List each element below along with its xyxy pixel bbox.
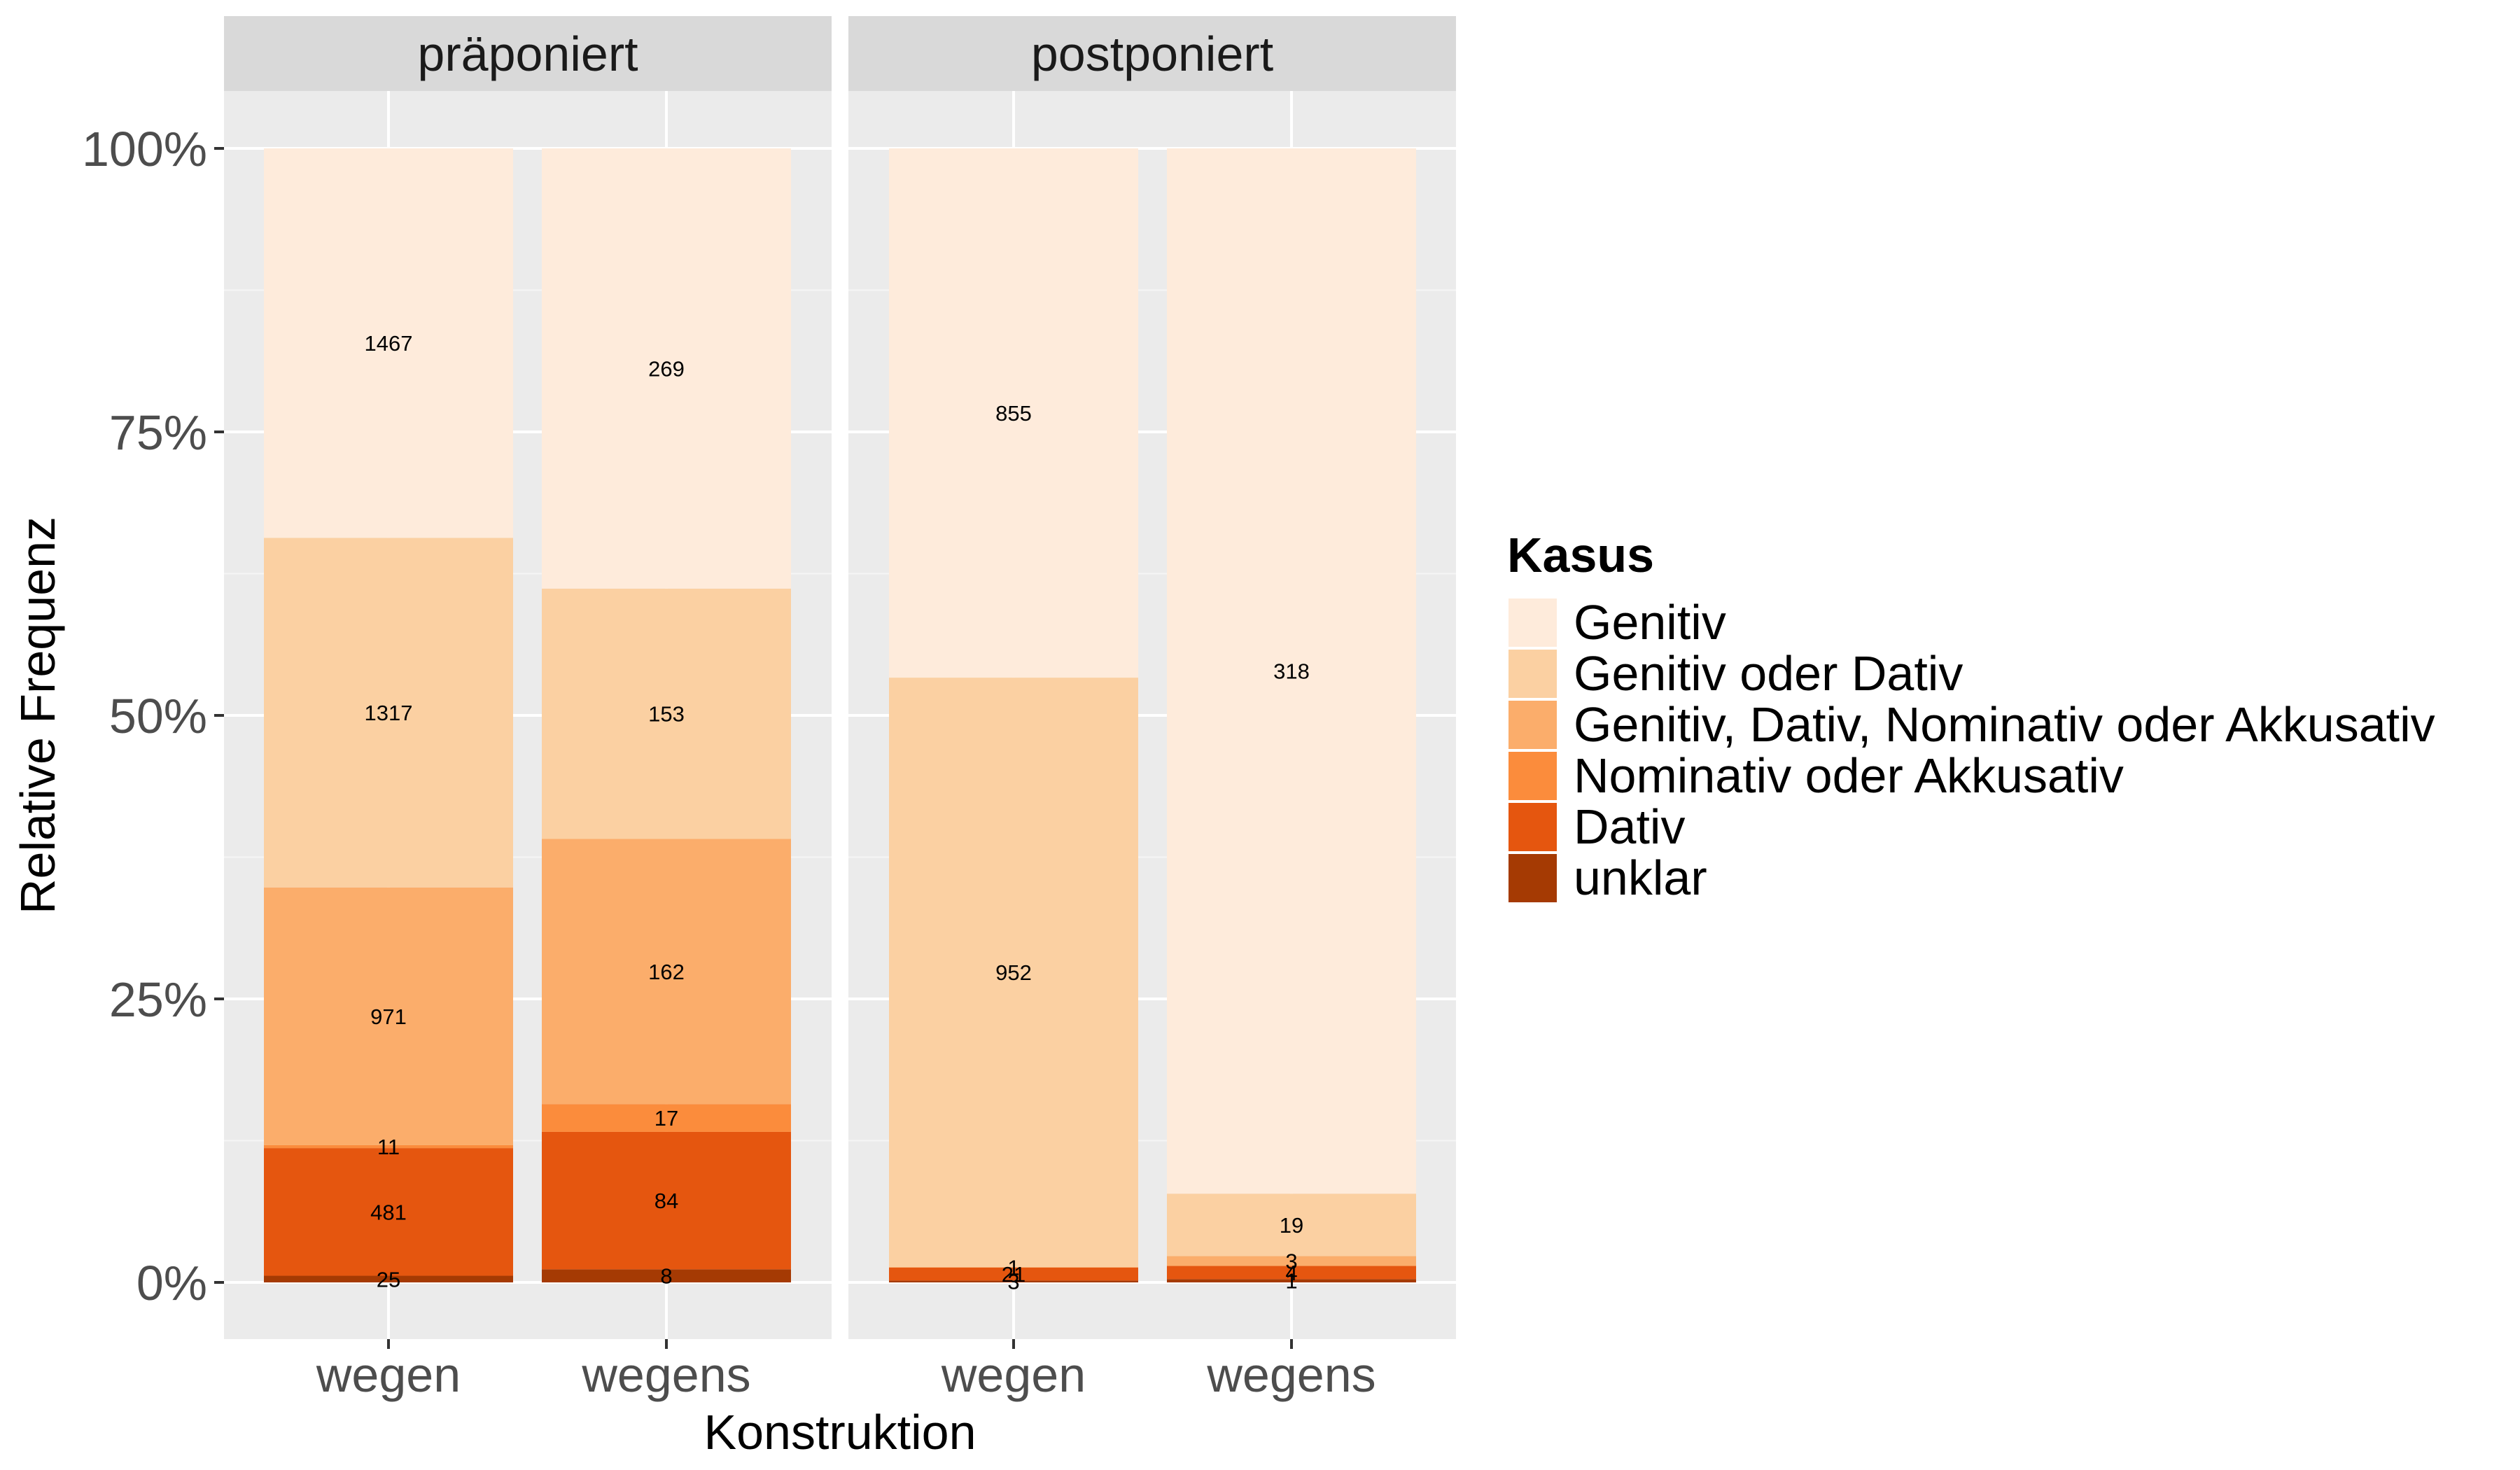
y-axis: 0% 25% 50% 75% 100% bbox=[82, 122, 224, 1310]
bar-segment-postponiert-wegen-genitiv-oder-dativ bbox=[889, 678, 1138, 1267]
bar-segment-praeponiert-wegens-genitiv bbox=[542, 148, 791, 589]
bar-segment-praeponiert-wegen-genitiv-oder-dativ bbox=[264, 538, 513, 888]
legend-label-unklar: unklar bbox=[1574, 850, 1707, 905]
legend-label-dativ: Dativ bbox=[1574, 799, 1685, 854]
data-label: 3 bbox=[1007, 1270, 1019, 1294]
x-axis: wegen wegens wegen wegens bbox=[316, 1339, 1376, 1402]
bar-segment-postponiert-wegens-genitiv-dativ-nominativ-oder-akkusativ bbox=[1167, 1256, 1416, 1266]
data-label: 19 bbox=[1280, 1213, 1303, 1238]
data-label: 855 bbox=[995, 401, 1032, 426]
y-tick-label: 50% bbox=[109, 689, 207, 743]
data-label: 11 bbox=[377, 1135, 400, 1159]
legend-swatch-dativ bbox=[1508, 803, 1557, 851]
legend-swatch-unklar bbox=[1508, 854, 1557, 902]
data-label: 162 bbox=[648, 960, 685, 984]
data-label: 481 bbox=[370, 1200, 407, 1224]
data-label: 84 bbox=[654, 1189, 678, 1213]
legend-swatch-genitiv bbox=[1508, 598, 1557, 647]
bar-segment-praeponiert-wegen-nominativ-oder-akkusativ bbox=[264, 1144, 513, 1149]
bar-segment-postponiert-wegen-dativ bbox=[889, 1267, 1138, 1281]
legend-swatch-nominativ-oder-akkusativ bbox=[1508, 752, 1557, 800]
x-tick-label: wegen bbox=[316, 1348, 461, 1402]
data-label: 1467 bbox=[365, 331, 413, 356]
legend-label-genitiv-dativ-nominativ-oder-akkusativ: Genitiv, Dativ, Nominativ oder Akkusativ bbox=[1574, 697, 2435, 752]
data-label: 3 bbox=[1285, 1249, 1297, 1273]
x-axis-title: Konstruktion bbox=[704, 1405, 976, 1460]
y-axis-title: Relative Frequenz bbox=[10, 517, 65, 914]
bar-segment-postponiert-wegen-unklar bbox=[889, 1280, 1138, 1282]
bar-segment-praeponiert-wegen-dativ bbox=[264, 1148, 513, 1276]
data-label: 8 bbox=[660, 1264, 672, 1289]
legend-label-genitiv-oder-dativ: Genitiv oder Dativ bbox=[1574, 646, 1963, 701]
data-label: 17 bbox=[654, 1106, 678, 1130]
strip-label-praeponiert: präponiert bbox=[417, 27, 638, 81]
data-label: 153 bbox=[648, 702, 685, 727]
data-label: 25 bbox=[377, 1267, 400, 1292]
bar-segment-praeponiert-wegens-dativ bbox=[542, 1131, 791, 1270]
data-labels: 2548111971131714678841716215326932119528… bbox=[365, 331, 1310, 1294]
y-tick-label: 100% bbox=[82, 122, 207, 176]
legend-title: Kasus bbox=[1507, 528, 1654, 582]
bar-segment-postponiert-wegens-unklar bbox=[1167, 1279, 1416, 1282]
x-tick-label: wegens bbox=[1206, 1348, 1376, 1402]
data-label: 269 bbox=[648, 356, 685, 381]
bar-segment-praeponiert-wegen-genitiv-dativ-nominativ-oder-akkusativ bbox=[264, 887, 513, 1145]
bar-segment-praeponiert-wegens-genitiv-dativ-nominativ-oder-akkusativ bbox=[542, 839, 791, 1105]
strip-praeponiert-background bbox=[224, 16, 832, 91]
bar-segment-praeponiert-wegens-nominativ-oder-akkusativ bbox=[542, 1104, 791, 1132]
bar-segment-postponiert-wegens-genitiv bbox=[1167, 148, 1416, 1194]
legend-label-genitiv: Genitiv bbox=[1574, 595, 1726, 650]
legend-swatch-genitiv-oder-dativ bbox=[1508, 650, 1557, 698]
data-label: 952 bbox=[995, 960, 1032, 985]
data-label: 1317 bbox=[365, 701, 413, 725]
bar-segment-praeponiert-wegen-genitiv bbox=[264, 148, 513, 538]
data-label: 21 bbox=[1002, 1262, 1026, 1287]
bar-segment-postponiert-wegen-genitiv bbox=[889, 148, 1138, 678]
bar-segment-praeponiert-wegens-unklar bbox=[542, 1269, 791, 1282]
x-tick-label: wegen bbox=[941, 1348, 1086, 1402]
data-label: 318 bbox=[1273, 659, 1310, 684]
bars bbox=[264, 148, 1416, 1282]
bar-segment-postponiert-wegen-genitiv-dativ-nominativ-oder-akkusativ bbox=[889, 1266, 1138, 1268]
bar-segment-postponiert-wegens-dativ bbox=[1167, 1266, 1416, 1280]
strip-postponiert-background bbox=[848, 16, 1456, 91]
bar-segment-praeponiert-wegen-unklar bbox=[264, 1275, 513, 1282]
data-label: 971 bbox=[370, 1004, 407, 1029]
data-label: 1 bbox=[1285, 1269, 1297, 1294]
bar-segment-praeponiert-wegens-genitiv-oder-dativ bbox=[542, 588, 791, 839]
legend-label-nominativ-oder-akkusativ: Nominativ oder Akkusativ bbox=[1574, 748, 2124, 803]
bar-segment-postponiert-wegens-genitiv-oder-dativ bbox=[1167, 1194, 1416, 1256]
data-label: 1 bbox=[1007, 1255, 1019, 1280]
data-label: 4 bbox=[1285, 1261, 1297, 1285]
legend-swatch-genitiv-dativ-nominativ-oder-akkusativ bbox=[1508, 701, 1557, 749]
y-tick-label: 75% bbox=[109, 405, 207, 460]
x-tick-label: wegens bbox=[581, 1348, 750, 1402]
y-tick-label: 0% bbox=[136, 1256, 207, 1310]
y-tick-label: 25% bbox=[109, 972, 207, 1027]
strip-label-postponiert: postponiert bbox=[1031, 27, 1273, 81]
